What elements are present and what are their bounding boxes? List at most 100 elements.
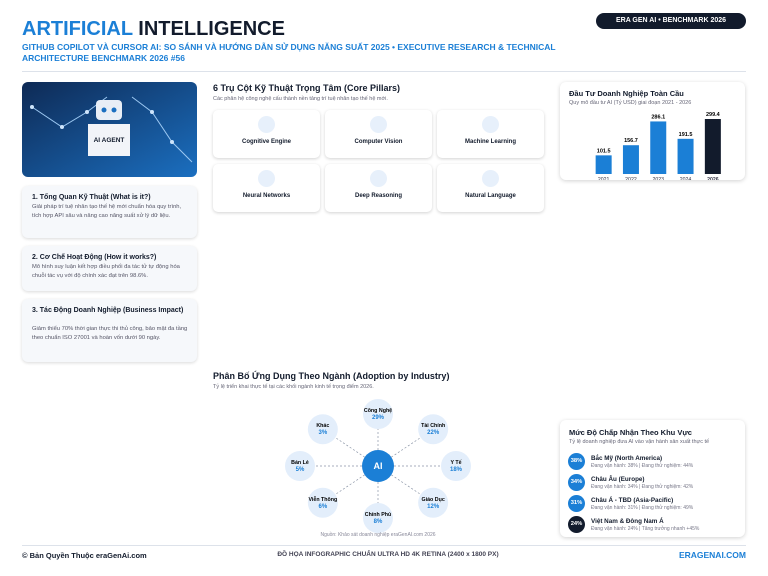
center-label: AI [374, 461, 383, 471]
info-card: 3. Tác Động Doanh Nghiệp (Business Impac… [22, 299, 197, 362]
region-badge: 31% [568, 495, 585, 512]
connector [377, 428, 434, 467]
hero-image: AI AGENT [22, 82, 197, 177]
pillar-name: Computer Vision [354, 139, 403, 145]
pillar-name: Natural Language [465, 193, 516, 199]
industry-value: 5% [296, 467, 305, 473]
x-tick-label: 2021 [598, 177, 610, 180]
info-card-text: Giảm thiểu 70% thời gian thực thi thủ cô… [32, 326, 188, 341]
image-label: AI AGENT [94, 137, 125, 144]
pillar-card: Natural Language [437, 164, 544, 212]
title-a: ARTIFICIAL [22, 18, 133, 40]
pillars-title: 6 Trụ Cột Kỹ Thuật Trọng Tâm (Core Pilla… [213, 83, 401, 93]
invest-subtitle: Quy mô đầu tư AI (Tỷ USD) giai đoạn 2021… [569, 100, 692, 106]
region-name: Châu Á - TBD (Asia-Pacific) [591, 497, 674, 504]
region-subtitle: Tỷ lệ doanh nghiệp đưa AI vào vận hành s… [569, 439, 710, 445]
bar-value: 299.4 [706, 112, 721, 118]
bar-chart: 101.5 2021 156.7 2022 286.1 2023 191.5 2024 299.… [595, 112, 721, 180]
footer-left: © Bản Quyền Thuộc eraGenAi.com [22, 551, 147, 560]
footer-right: ERAGENAI.COM [678, 550, 746, 560]
info-card-title: 3. Tác Động Doanh Nghiệp (Business Impac… [32, 307, 184, 314]
industry-name: Y Tế [450, 459, 461, 466]
bar-value: 156.7 [624, 138, 638, 144]
industry-node [307, 487, 338, 518]
badge: ERA GEN AI • BENCHMARK 2026 [596, 13, 746, 29]
region-detail: Đang vận hành: 38% | Đang thử nghiệm: 44… [591, 463, 694, 469]
x-tick-label: 2026 [707, 177, 719, 180]
industry-value: 8% [374, 519, 383, 525]
title-b: INTELLIGENCE [138, 18, 285, 40]
industry-name: Khác [316, 423, 329, 429]
industry-subtitle: Tỷ lệ triển khai thực tế tại các khối ng… [213, 384, 374, 390]
connector [377, 465, 434, 504]
region-badge: 34% [568, 474, 585, 491]
bar [650, 121, 667, 174]
pillar-icon [258, 116, 275, 133]
title: ARTIFICIAL INTELLIGENCE [22, 18, 285, 41]
region-detail: Đang vận hành: 31% | Đang thử nghiệm: 49… [591, 505, 694, 511]
info-card: 2. Cơ Chế Hoạt Động (How it works?) Mô hì… [22, 246, 197, 291]
industry-value: 3% [319, 430, 328, 436]
info-card-text: Giải pháp trí tuệ nhân tạo thế hệ mới ch… [32, 204, 182, 219]
industry-value: 12% [427, 504, 440, 510]
industry-name: Chính Phủ [365, 512, 391, 518]
industry-name: Bán Lẻ [291, 460, 309, 466]
x-tick-label: 2022 [625, 177, 637, 180]
region-name: Bắc Mỹ (North America) [591, 455, 663, 462]
divider [22, 71, 746, 72]
info-card-title: 1. Tổng Quan Kỹ Thuật (What is it?) [32, 194, 151, 201]
pillar-card: Cognitive Engine [213, 110, 320, 158]
info-card-title: 2. Cơ Chế Hoạt Động (How it works?) [32, 254, 157, 261]
bar [677, 138, 694, 174]
industry-value: 18% [450, 467, 463, 473]
pillar-card: Deep Reasoning [325, 164, 432, 212]
industry-node [363, 503, 393, 533]
pillar-name: Deep Reasoning [354, 193, 402, 199]
industry-value: 29% [372, 415, 385, 421]
pillar-name: Neural Networks [242, 193, 291, 199]
bar [704, 119, 721, 174]
source-note: Nguồn: Khảo sát doanh nghiệp eraGenAI.co… [320, 532, 435, 538]
pillar-icon [258, 170, 275, 187]
industry-node [441, 451, 471, 481]
region-badge: 38% [568, 453, 585, 470]
industry-name: Tài Chính [421, 423, 445, 429]
invest-title: Đầu Tư Doanh Nghiệp Toàn Cầu [569, 89, 684, 98]
industry-node [363, 399, 393, 429]
x-tick-label: 2024 [680, 177, 692, 180]
industry-name: Công Nghệ [364, 408, 392, 414]
subtitle: GITHUB COPILOT VÀ CURSOR AI: SO SÁNH VÀ … [22, 42, 556, 63]
pillars-subtitle: Các phân hệ công nghệ cấu thành nền tảng… [213, 96, 388, 102]
region-card: Mức Độ Chấp Nhận Theo Khu Vực Tỷ lệ doan… [560, 420, 745, 537]
industry-value: 22% [427, 430, 440, 436]
info-card: 1. Tổng Quan Kỹ Thuật (What is it?) Giải … [22, 186, 197, 238]
pillar-icon [482, 170, 499, 187]
footer-divider [22, 545, 746, 546]
industry-node [307, 414, 338, 445]
region-detail: Đang vận hành: 24% | Tăng trưởng nhanh +… [591, 526, 700, 532]
pillar-icon [370, 170, 387, 187]
region-name: Châu Âu (Europe) [591, 476, 645, 483]
industry-title: Phân Bố Ứng Dụng Theo Ngành (Adoption by… [213, 371, 450, 381]
region-title: Mức Độ Chấp Nhận Theo Khu Vực [569, 428, 692, 437]
bar-value: 101.5 [597, 148, 611, 154]
info-card-text: Mô hình suy luận kết hợp điều phối đa tá… [32, 264, 180, 279]
industry-node [418, 414, 449, 445]
pillar-card: Machine Learning [437, 110, 544, 158]
industry-node [285, 451, 315, 481]
pillar-card: Neural Networks [213, 164, 320, 212]
industry-value: 6% [319, 504, 328, 510]
bar-value: 191.5 [679, 132, 693, 138]
pillar-icon [482, 116, 499, 133]
invest-card: Đầu Tư Doanh Nghiệp Toàn Cầu Quy mô đầu … [560, 82, 745, 180]
connector [322, 428, 379, 467]
center-node [362, 450, 394, 482]
pillar-name: Machine Learning [464, 139, 516, 145]
hero-svg: AI AGENT [22, 82, 197, 177]
industry-name: Giáo Dục [422, 497, 445, 503]
x-tick-label: 2023 [652, 177, 664, 180]
bar [595, 155, 612, 174]
footer-center: ĐỒ HỌA INFOGRAPHIC CHUẨN ULTRA HD 4K RET… [277, 551, 499, 558]
